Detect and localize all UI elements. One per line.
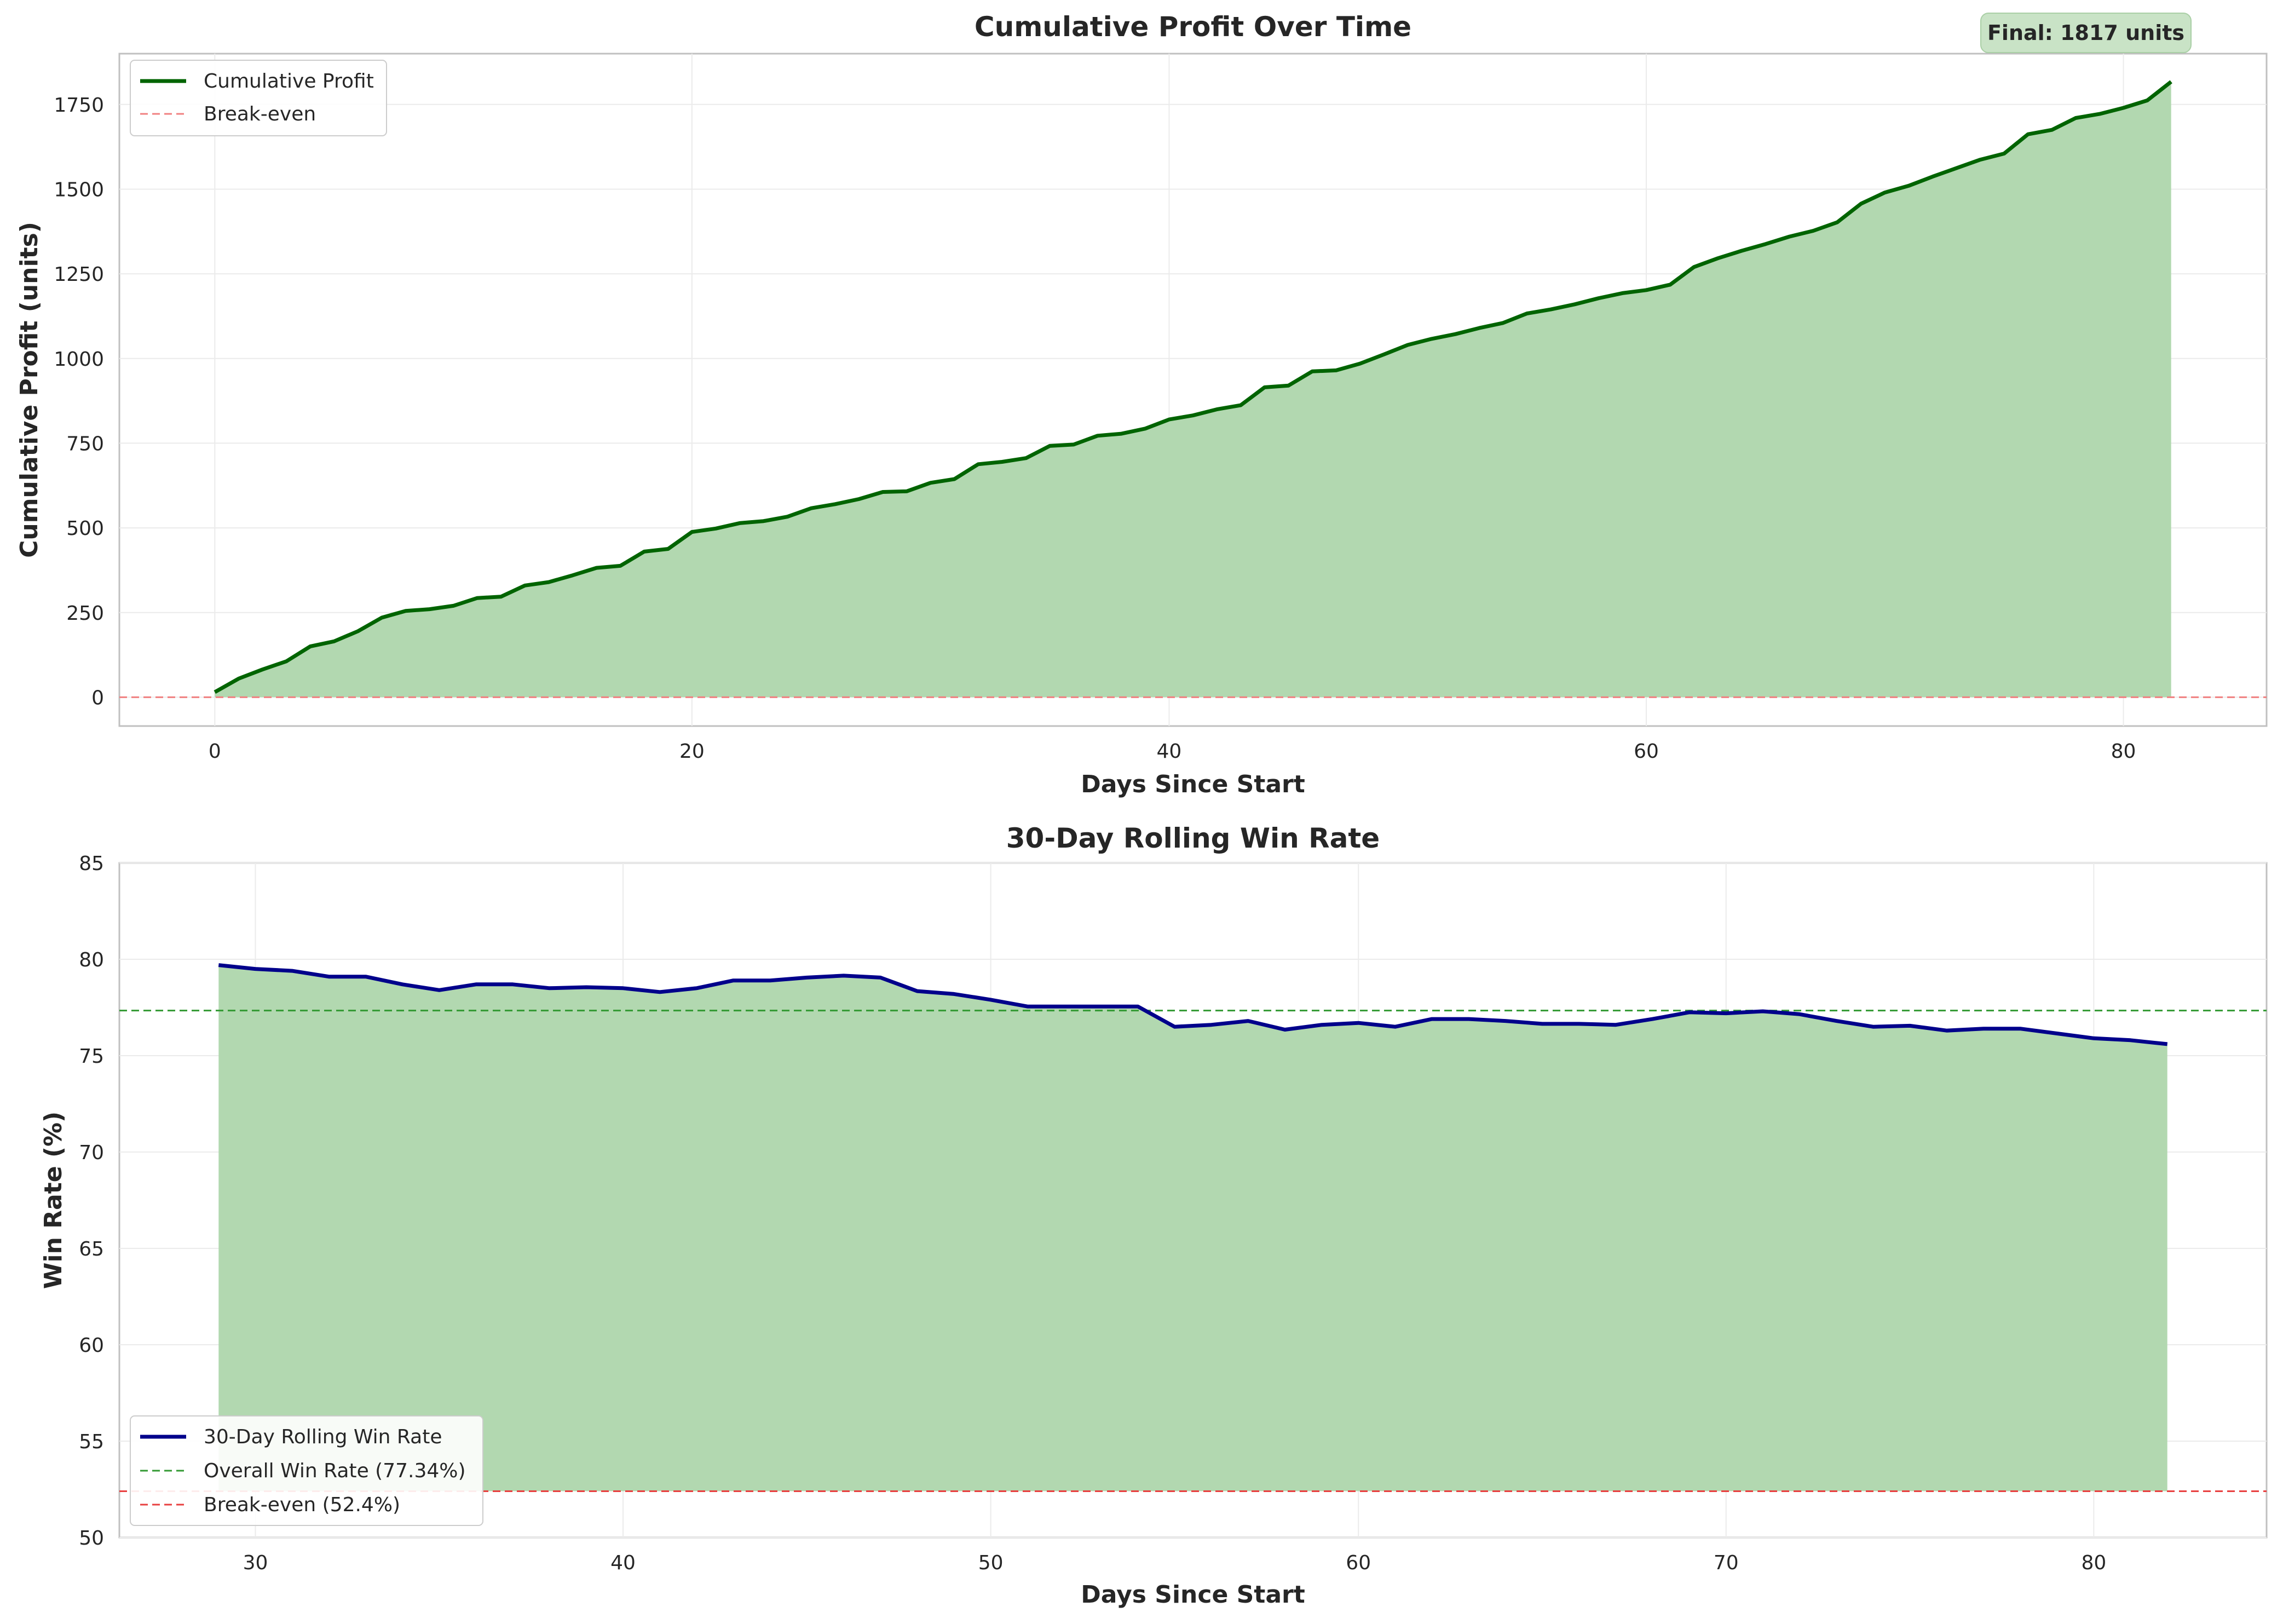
y-tick-label: 500 [66, 517, 104, 540]
rolling-win-rate-chart: 30 40 50 60 70 80 50 55 60 65 70 75 80 85 30-Day Rol… [39, 822, 2268, 1609]
x-axis-label: Days Since Start [1081, 1581, 1305, 1609]
y-tick-label: 1250 [54, 263, 104, 286]
legend-label-break-even: Break-even (52.4%) [204, 1494, 400, 1516]
legend: Cumulative Profit Break-even [130, 60, 387, 136]
y-tick-label: 70 [79, 1142, 104, 1164]
x-tick-label: 80 [2081, 1552, 2106, 1574]
y-tick-label: 65 [79, 1238, 104, 1260]
win-rate-area-fill [218, 965, 2167, 1491]
y-tick-label: 750 [66, 433, 104, 455]
x-tick-label: 40 [1157, 740, 1182, 763]
y-tick-label: 85 [79, 853, 104, 875]
x-tick-label: 50 [978, 1552, 1004, 1574]
x-tick-label: 60 [1346, 1552, 1371, 1574]
y-tick-label: 1750 [54, 94, 104, 117]
legend-label-break-even: Break-even [204, 103, 316, 125]
y-tick-label: 0 [91, 687, 104, 709]
legend-label-profit: Cumulative Profit [204, 70, 374, 93]
x-tick-label: 20 [679, 740, 705, 763]
y-tick-label: 1500 [54, 178, 104, 201]
x-tick-label: 40 [610, 1552, 636, 1574]
y-tick-label: 250 [66, 602, 104, 625]
y-tick-label: 60 [79, 1334, 104, 1357]
x-tick-label: 60 [1634, 740, 1659, 763]
x-tick-label: 80 [2111, 740, 2136, 763]
profit-series-line [214, 80, 2172, 694]
y-tick-label: 55 [79, 1431, 104, 1453]
y-tick-label: 1000 [54, 348, 104, 371]
x-tick-label: 0 [209, 740, 221, 763]
cumulative-profit-chart: 0 20 40 60 80 0 250 500 750 1000 1250 1500 1750 Cum… [15, 11, 2268, 798]
x-tick-labels: 30 40 50 60 70 80 [243, 1552, 2107, 1574]
win-rate-series-line [218, 963, 2168, 1046]
y-tick-label: 80 [79, 949, 104, 971]
chart-title: Cumulative Profit Over Time [975, 11, 1411, 43]
legend-label-overall: Overall Win Rate (77.34%) [204, 1460, 466, 1482]
final-badge: Final: 1817 units [1980, 13, 2192, 53]
profit-area-fill [215, 82, 2171, 698]
legend-label-rolling: 30-Day Rolling Win Rate [204, 1426, 442, 1448]
y-axis-label: Win Rate (%) [39, 1112, 67, 1289]
y-tick-label: 50 [79, 1527, 104, 1550]
chart-title: 30-Day Rolling Win Rate [1006, 822, 1380, 854]
x-axis-label: Days Since Start [1081, 770, 1305, 798]
final-annotation: Final: 1817 units [1987, 21, 2184, 45]
legend: 30-Day Rolling Win Rate Overall Win Rate… [130, 1415, 483, 1526]
x-tick-label: 70 [1714, 1552, 1739, 1574]
y-tick-labels: 50 55 60 65 70 75 80 85 [79, 853, 104, 1550]
y-tick-label: 75 [79, 1045, 104, 1068]
y-axis-label: Cumulative Profit (units) [15, 222, 43, 558]
y-tick-labels: 0 250 500 750 1000 1250 1500 1750 [54, 94, 104, 710]
x-tick-labels: 0 20 40 60 80 [209, 740, 2136, 763]
x-tick-label: 30 [243, 1552, 268, 1574]
